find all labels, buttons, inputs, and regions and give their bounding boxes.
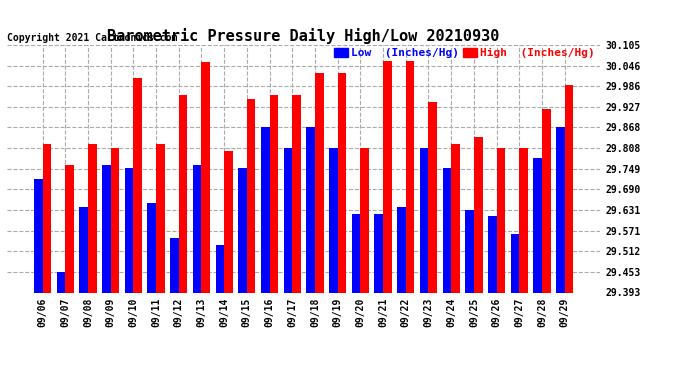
Bar <box>110 147 119 292</box>
Bar <box>406 61 415 292</box>
Bar <box>215 245 224 292</box>
Bar <box>179 95 188 292</box>
Bar <box>542 109 551 292</box>
Bar <box>375 214 383 292</box>
Bar <box>556 128 564 292</box>
Bar <box>247 99 255 292</box>
Bar <box>352 214 360 292</box>
Bar <box>102 165 110 292</box>
Bar <box>34 179 43 292</box>
Bar <box>315 73 324 292</box>
Bar <box>201 62 210 292</box>
Text: Copyright 2021 Cartronics.com: Copyright 2021 Cartronics.com <box>7 33 177 42</box>
Bar <box>156 144 165 292</box>
Bar <box>564 85 573 292</box>
Bar <box>383 61 392 292</box>
Bar <box>465 210 474 292</box>
Bar <box>238 168 247 292</box>
Legend: Low  (Inches/Hg), High  (Inches/Hg): Low (Inches/Hg), High (Inches/Hg) <box>334 48 595 58</box>
Bar <box>224 151 233 292</box>
Bar <box>133 78 142 292</box>
Bar <box>65 165 74 292</box>
Bar <box>511 234 520 292</box>
Bar <box>270 95 278 292</box>
Bar <box>497 147 505 292</box>
Bar <box>329 148 337 292</box>
Bar <box>57 272 65 292</box>
Bar <box>442 168 451 292</box>
Bar <box>451 144 460 292</box>
Bar <box>43 144 51 292</box>
Bar <box>193 165 201 292</box>
Bar <box>474 137 482 292</box>
Bar <box>520 147 528 292</box>
Bar <box>306 127 315 292</box>
Bar <box>428 102 437 292</box>
Bar <box>284 147 293 292</box>
Bar <box>397 207 406 292</box>
Bar <box>420 148 428 292</box>
Bar <box>488 216 497 292</box>
Bar <box>170 238 179 292</box>
Bar <box>125 168 133 292</box>
Bar <box>360 147 369 292</box>
Bar <box>79 207 88 292</box>
Bar <box>148 203 156 292</box>
Bar <box>533 158 542 292</box>
Bar <box>261 127 270 292</box>
Bar <box>293 95 301 292</box>
Bar <box>88 144 97 292</box>
Title: Barometric Pressure Daily High/Low 20210930: Barometric Pressure Daily High/Low 20210… <box>108 28 500 44</box>
Bar <box>337 73 346 292</box>
